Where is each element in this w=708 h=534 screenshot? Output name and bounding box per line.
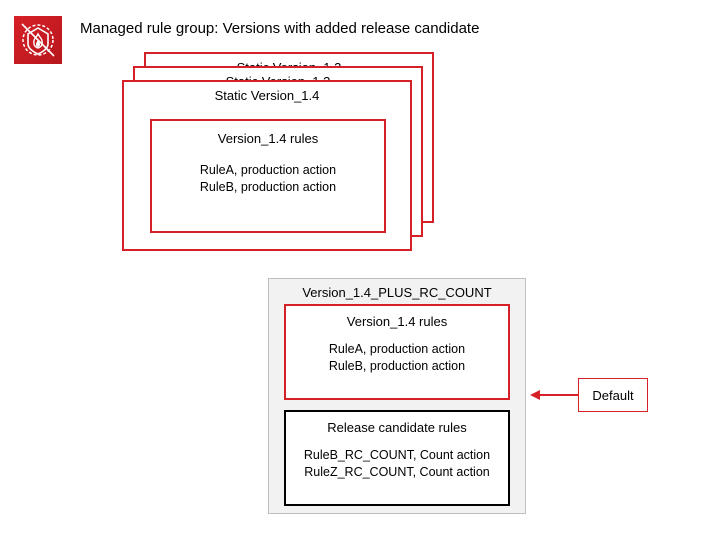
- waf-shield-flame-icon: [18, 20, 58, 60]
- rules-box-title: Version_1.4 rules: [152, 131, 384, 146]
- default-label: Default: [592, 388, 633, 403]
- rule-line: RuleZ_RC_COUNT, Count action: [286, 464, 508, 481]
- rc-container-title: Version_1.4_PLUS_RC_COUNT: [269, 279, 525, 300]
- rules-box-title: Release candidate rules: [286, 420, 508, 435]
- rule-line: RuleA, production action: [286, 341, 508, 358]
- rc-prod-rules-box: Version_1.4 rules RuleA, production acti…: [284, 304, 510, 400]
- rule-line: RuleB_RC_COUNT, Count action: [286, 447, 508, 464]
- static-version-label: Static Version_1.4: [124, 82, 410, 103]
- default-arrow-head: [530, 390, 540, 400]
- default-label-box: Default: [578, 378, 648, 412]
- default-arrow-line: [540, 394, 578, 396]
- service-icon-container: [14, 16, 62, 64]
- rules-box-title: Version_1.4 rules: [286, 314, 508, 329]
- diagram-title: Managed rule group: Versions with added …: [80, 20, 479, 37]
- rule-line: RuleA, production action: [152, 162, 384, 179]
- rule-line: RuleB, production action: [152, 179, 384, 196]
- rule-line: RuleB, production action: [286, 358, 508, 375]
- version-rules-box: Version_1.4 rules RuleA, production acti…: [150, 119, 386, 233]
- rc-candidate-rules-box: Release candidate rules RuleB_RC_COUNT, …: [284, 410, 510, 506]
